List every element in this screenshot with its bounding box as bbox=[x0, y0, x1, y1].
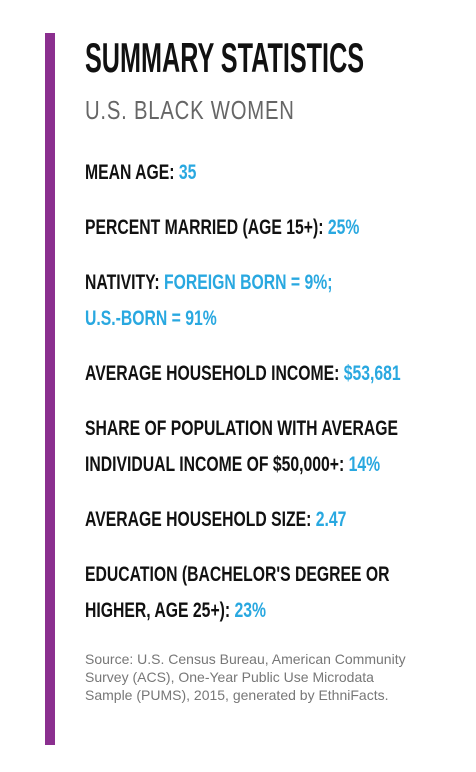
stat-label: SHARE OF POPULATION WITH AVERAGE INDIVID… bbox=[85, 417, 398, 476]
stat-list: MEAN AGE: 35 PERCENT MARRIED (AGE 15+): 2… bbox=[85, 155, 445, 648]
stat-value: 2.47 bbox=[315, 508, 347, 531]
stat-label: AVERAGE HOUSEHOLD INCOME: bbox=[85, 362, 340, 385]
stat-value: U.S.-BORN = 91% bbox=[85, 307, 217, 330]
stat-label: EDUCATION (BACHELOR'S DEGREE OR HIGHER, … bbox=[85, 563, 390, 622]
stat-value: 23% bbox=[234, 599, 267, 622]
stat-value: $53,681 bbox=[343, 362, 401, 385]
stat-label: MEAN AGE: bbox=[85, 161, 175, 184]
subtitle: U.S. BLACK WOMEN bbox=[85, 95, 295, 125]
stat-item: PERCENT MARRIED (AGE 15+): 25% bbox=[85, 210, 445, 246]
stat-item: NATIVITY: FOREIGN BORN = 9%; U.S.-BORN = … bbox=[85, 265, 445, 337]
stat-item: MEAN AGE: 35 bbox=[85, 155, 445, 191]
stat-value: 35 bbox=[178, 161, 197, 184]
source: Source: U.S. Census Bureau, American Com… bbox=[85, 651, 406, 703]
stat-item: SHARE OF POPULATION WITH AVERAGE INDIVID… bbox=[85, 411, 445, 483]
stat-label: PERCENT MARRIED (AGE 15+): bbox=[85, 216, 324, 239]
accent-bar bbox=[45, 33, 55, 745]
stat-label: AVERAGE HOUSEHOLD SIZE: bbox=[85, 508, 312, 531]
stat-value: FOREIGN BORN = 9%; bbox=[164, 271, 333, 294]
stat-item: EDUCATION (BACHELOR'S DEGREE OR HIGHER, … bbox=[85, 557, 445, 629]
title: SUMMARY STATISTICS bbox=[85, 34, 365, 81]
stat-value: 25% bbox=[327, 216, 360, 239]
stat-value: 14% bbox=[348, 453, 381, 476]
stat-item: AVERAGE HOUSEHOLD INCOME: $53,681 bbox=[85, 356, 445, 392]
stat-item: AVERAGE HOUSEHOLD SIZE: 2.47 bbox=[85, 502, 445, 538]
stat-label: NATIVITY: bbox=[85, 271, 160, 294]
